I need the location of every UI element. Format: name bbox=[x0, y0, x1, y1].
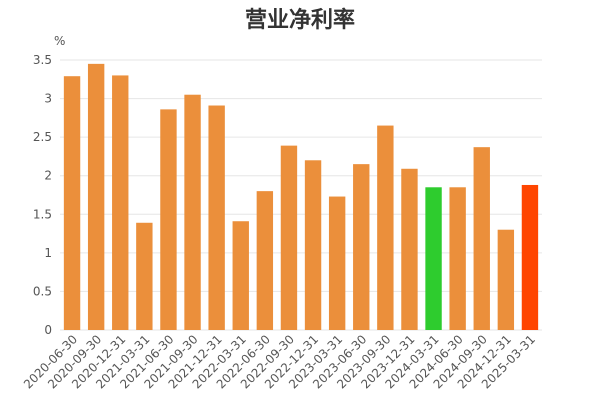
x-axis-ticks: 2020-06-302020-09-302020-12-312021-03-31… bbox=[21, 332, 538, 391]
y-tick-label: 3 bbox=[44, 92, 52, 106]
bar-2022-03-31 bbox=[232, 221, 249, 330]
bar-2020-12-31 bbox=[112, 75, 129, 330]
bar-2024-06-30 bbox=[449, 187, 466, 330]
y-tick-label: 0.5 bbox=[33, 284, 52, 298]
bar-2023-09-30 bbox=[377, 125, 394, 330]
y-tick-label: 0 bbox=[44, 323, 52, 337]
bar-2024-09-30 bbox=[473, 147, 490, 330]
bar-2024-12-31 bbox=[497, 229, 515, 330]
bar-2021-03-31 bbox=[136, 222, 153, 330]
y-tick-label: 3.5 bbox=[33, 53, 52, 67]
chart-title: 营业净利率 bbox=[245, 7, 355, 33]
bar-2023-12-31 bbox=[401, 168, 418, 330]
bar-2021-12-31 bbox=[208, 105, 225, 330]
y-tick-label: 2.5 bbox=[33, 130, 52, 144]
bar-2021-09-30 bbox=[184, 94, 201, 330]
y-tick-label: 1.5 bbox=[33, 207, 52, 221]
bar-2024-03-31 bbox=[425, 187, 442, 330]
bar-2023-06-30 bbox=[353, 164, 370, 330]
bar-2023-03-31 bbox=[328, 196, 346, 330]
bars bbox=[63, 63, 539, 330]
y-tick-label: 1 bbox=[44, 246, 52, 260]
y-axis-ticks: 0 0.5 1 1.5 2 2.5 3 3.5 bbox=[33, 53, 52, 337]
bar-2025-03-31 bbox=[521, 184, 539, 330]
bar-2020-09-30 bbox=[87, 63, 105, 330]
y-tick-label: 2 bbox=[44, 169, 52, 183]
bar-2022-06-30 bbox=[256, 191, 274, 330]
gridlines bbox=[60, 59, 542, 331]
y-axis-unit: % bbox=[54, 34, 65, 48]
bar-2020-06-30 bbox=[63, 76, 81, 330]
bar-2021-06-30 bbox=[160, 109, 177, 330]
bar-2022-12-31 bbox=[304, 160, 322, 330]
bar-2022-09-30 bbox=[280, 145, 298, 330]
